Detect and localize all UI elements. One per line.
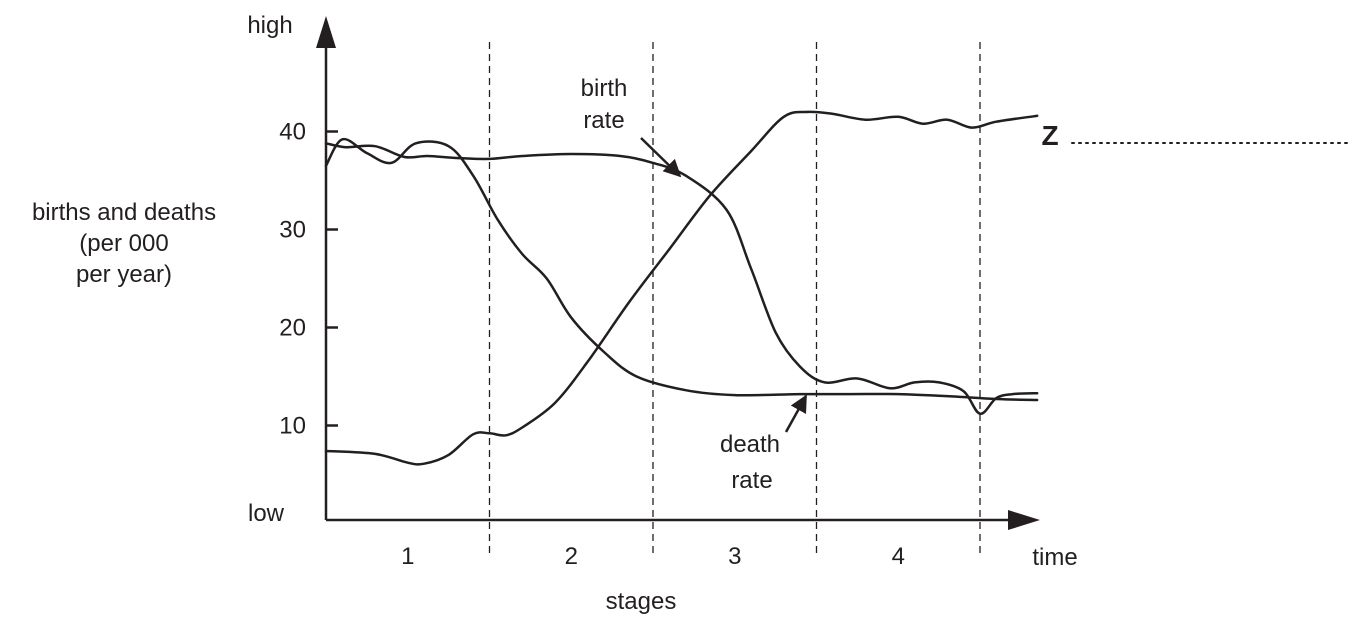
- y-axis-title-line-3: per year): [76, 261, 172, 288]
- series-z-line: [324, 110, 1039, 466]
- y-tick-label-10: 10: [279, 413, 306, 440]
- y-tick-label-30: 30: [279, 217, 306, 244]
- series-z-label: Z: [1041, 120, 1058, 151]
- birth-rate-label-line-1: birth: [581, 75, 628, 102]
- x-axis-time-label: time: [1032, 544, 1077, 571]
- stage-label-2: 2: [565, 543, 578, 570]
- death-rate-label-line-1: death: [720, 431, 780, 458]
- stage-label-4: 4: [892, 543, 905, 570]
- y-tick-label-20: 20: [279, 315, 306, 342]
- y-axis-title-line-1: births and deaths: [32, 199, 216, 226]
- death-rate-line: [324, 137, 1039, 402]
- y-axis-arrow: [316, 16, 336, 48]
- birth-rate-label-line-2: rate: [583, 107, 624, 134]
- stage-label-1: 1: [401, 543, 414, 570]
- x-axis-arrow: [1008, 510, 1040, 530]
- y-tick-label-40: 40: [279, 119, 306, 146]
- stage-label-3: 3: [728, 543, 741, 570]
- death-rate-pointer-arrow: [784, 394, 808, 433]
- x-axis-title: stages: [606, 588, 677, 615]
- death-rate-label-line-2: rate: [731, 467, 772, 494]
- y-low-label: low: [248, 500, 285, 527]
- y-high-label: high: [247, 12, 292, 39]
- birth-rate-line: [324, 142, 1039, 415]
- y-axis-title-line-2: (per 000: [79, 230, 168, 257]
- birth-rate-pointer-arrow: [640, 137, 682, 178]
